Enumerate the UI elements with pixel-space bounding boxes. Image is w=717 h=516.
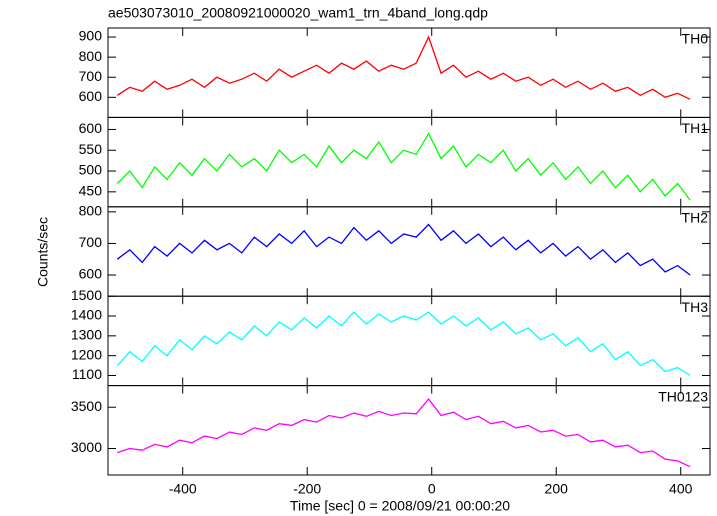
y-tick-label: 800 xyxy=(79,203,103,219)
x-tick-label: -200 xyxy=(293,481,321,497)
data-line xyxy=(116,132,691,201)
x-tick-label: -400 xyxy=(169,481,197,497)
data-line xyxy=(116,223,691,276)
y-tick-label: 1500 xyxy=(71,287,102,303)
y-tick-label: 700 xyxy=(79,234,103,250)
y-tick-label: 1100 xyxy=(72,366,102,382)
panel-frame xyxy=(107,385,711,476)
y-axis-label: Counts/sec xyxy=(35,217,51,287)
y-tick-label: 1400 xyxy=(71,307,102,323)
y-tick-label: 600 xyxy=(79,88,103,104)
y-tick-label: 450 xyxy=(79,183,103,199)
chart-title: ae503073010_20080921000020_wam1_trn_4ban… xyxy=(108,5,488,21)
y-tick-label: 1300 xyxy=(71,327,102,343)
y-tick-label: 900 xyxy=(79,28,103,44)
legend-label: TH0 xyxy=(682,31,709,47)
data-line xyxy=(117,397,691,468)
x-tick-label: 0 xyxy=(428,481,436,497)
y-tick-label: 700 xyxy=(79,68,103,84)
legend-label: TH3 xyxy=(682,299,709,315)
panel-frame xyxy=(107,116,711,208)
y-tick-label: 1200 xyxy=(71,346,102,362)
y-tick-label: 3000 xyxy=(71,439,102,455)
y-tick-label: 3500 xyxy=(71,398,102,414)
y-tick-label: 600 xyxy=(79,266,103,282)
panel-frame xyxy=(107,27,711,118)
x-tick-label: 200 xyxy=(545,481,569,497)
x-tick-label: 400 xyxy=(669,481,693,497)
x-axis-label: Time [sec] 0 = 2008/09/21 00:00:20 xyxy=(290,498,510,514)
y-tick-label: 800 xyxy=(79,48,103,64)
y-tick-label: 550 xyxy=(79,141,103,157)
y-tick-label: 500 xyxy=(79,162,103,178)
legend-label: TH2 xyxy=(682,210,709,226)
legend-label: TH0123 xyxy=(658,388,708,404)
legend-label: TH1 xyxy=(682,120,709,136)
data-line xyxy=(116,35,691,100)
data-line xyxy=(116,311,691,377)
panel-frame xyxy=(107,295,711,387)
y-tick-label: 600 xyxy=(79,120,103,136)
panel-frame xyxy=(107,206,711,297)
